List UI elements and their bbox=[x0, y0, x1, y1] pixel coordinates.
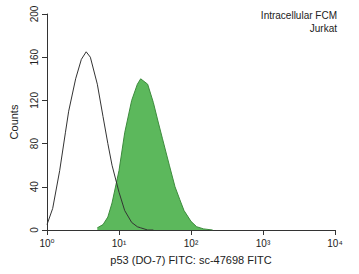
svg-text:160: 160 bbox=[29, 48, 40, 65]
svg-text:10³: 10³ bbox=[256, 238, 271, 249]
svg-text:120: 120 bbox=[29, 92, 40, 109]
svg-text:Jurkat: Jurkat bbox=[310, 23, 337, 34]
svg-text:Intracellular FCM: Intracellular FCM bbox=[261, 10, 337, 21]
svg-text:10⁰: 10⁰ bbox=[39, 238, 54, 249]
svg-text:p53 (DO-7) FITC: sc-47698 FITC: p53 (DO-7) FITC: sc-47698 FITC bbox=[110, 254, 271, 266]
svg-text:40: 40 bbox=[29, 181, 40, 193]
svg-text:10²: 10² bbox=[184, 238, 199, 249]
svg-text:Counts: Counts bbox=[8, 104, 20, 139]
svg-text:0: 0 bbox=[29, 227, 40, 233]
svg-text:200: 200 bbox=[29, 5, 40, 22]
svg-text:80: 80 bbox=[29, 138, 40, 150]
svg-text:10⁴: 10⁴ bbox=[327, 238, 342, 249]
svg-text:10¹: 10¹ bbox=[112, 238, 127, 249]
